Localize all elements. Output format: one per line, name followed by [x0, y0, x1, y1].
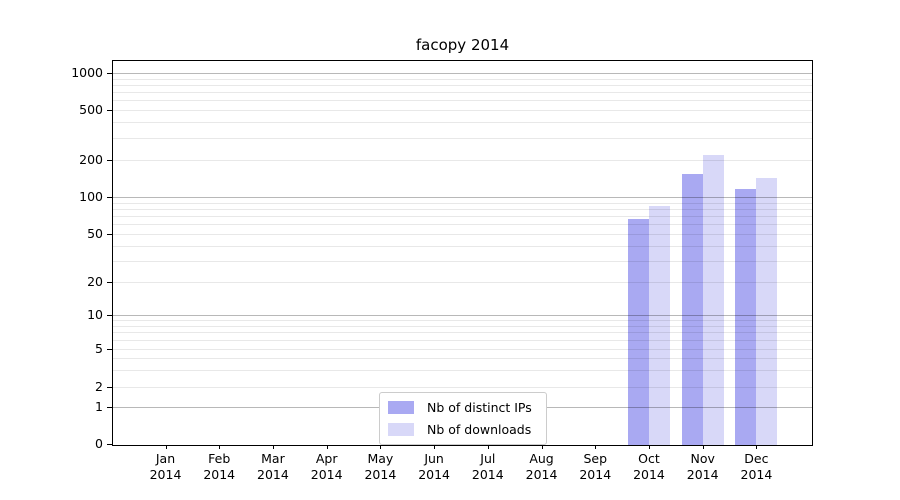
y-tick-label: 0: [95, 436, 103, 451]
bar-downloads-oct: [648, 205, 670, 445]
x-tick-mark: [702, 445, 704, 449]
y-tick-mark: [107, 160, 112, 161]
x-tick-label: Dec 2014: [740, 451, 773, 482]
bar-downloads-dec: [756, 177, 778, 445]
y-tick-label: 5: [95, 341, 103, 356]
x-tick-label: Jul 2014: [471, 451, 504, 482]
x-tick-label: Jan 2014: [149, 451, 182, 482]
y-tick-label: 100: [79, 189, 103, 204]
x-tick-mark: [595, 445, 597, 449]
x-tick-label: Oct 2014: [633, 451, 665, 482]
x-tick-mark: [272, 445, 274, 449]
x-tick-label: Nov 2014: [686, 451, 719, 482]
chart-title: facopy 2014: [415, 36, 510, 54]
y-tick-label: 10: [87, 307, 103, 322]
y-tick-mark: [107, 197, 112, 198]
x-tick-mark: [219, 445, 221, 449]
y-tick-mark: [107, 407, 112, 408]
y-tick-mark: [107, 444, 112, 445]
legend: Nb of distinct IPs Nb of downloads: [379, 392, 547, 445]
x-tick-label: Mar 2014: [257, 451, 289, 482]
x-tick-mark: [756, 445, 758, 449]
bars-layer: [113, 61, 812, 445]
x-tick-label: Aug 2014: [525, 451, 558, 482]
y-tick-mark: [107, 349, 112, 350]
y-tick-label: 1000: [71, 65, 103, 80]
y-tick-label: 2: [95, 379, 103, 394]
y-tick-mark: [107, 315, 112, 316]
bar-distinct-ips-nov: [681, 173, 703, 445]
x-tick-label: Apr 2014: [310, 451, 343, 482]
bar-distinct-ips-oct: [627, 219, 649, 445]
legend-swatch-downloads: [388, 423, 414, 436]
x-tick-mark: [648, 445, 650, 449]
x-tick-label: Feb 2014: [203, 451, 236, 482]
y-tick-label: 20: [87, 274, 103, 289]
y-tick-label: 200: [79, 152, 103, 167]
legend-label-downloads: Nb of downloads: [427, 422, 532, 437]
x-tick-mark: [380, 445, 382, 449]
x-tick-mark: [434, 445, 436, 449]
x-tick-mark: [326, 445, 328, 449]
x-tick-mark: [487, 445, 489, 449]
bar-distinct-ips-dec: [735, 189, 757, 445]
y-tick-label: 1: [95, 399, 103, 414]
x-tick-label: May 2014: [364, 451, 397, 482]
legend-item-downloads: Nb of downloads: [388, 422, 532, 437]
y-tick-mark: [107, 234, 112, 235]
x-tick-label: Jun 2014: [418, 451, 450, 482]
y-tick-label: 50: [87, 226, 103, 241]
x-tick-mark: [165, 445, 167, 449]
y-tick-mark: [107, 387, 112, 388]
legend-swatch-distinct-ips: [388, 401, 414, 414]
y-tick-mark: [107, 110, 112, 111]
plot-area: Nb of distinct IPs Nb of downloads: [112, 60, 813, 446]
legend-item-distinct-ips: Nb of distinct IPs: [388, 400, 532, 415]
x-tick-label: Sep 2014: [579, 451, 612, 482]
legend-label-distinct-ips: Nb of distinct IPs: [427, 400, 532, 415]
y-tick-mark: [107, 282, 112, 283]
bar-downloads-nov: [702, 154, 724, 445]
y-tick-label: 500: [79, 102, 103, 117]
y-tick-mark: [107, 73, 112, 74]
x-tick-mark: [541, 445, 543, 449]
